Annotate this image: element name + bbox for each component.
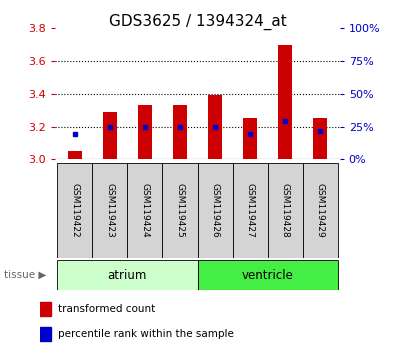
Text: GSM119424: GSM119424 <box>140 183 149 238</box>
Bar <box>40 302 51 316</box>
Text: GSM119423: GSM119423 <box>105 183 114 238</box>
Bar <box>92 163 127 258</box>
Text: GDS3625 / 1394324_at: GDS3625 / 1394324_at <box>109 14 286 30</box>
Text: percentile rank within the sample: percentile rank within the sample <box>58 329 234 339</box>
Bar <box>278 45 292 159</box>
Bar <box>68 151 82 159</box>
Text: GSM119429: GSM119429 <box>316 183 325 238</box>
Bar <box>40 327 51 341</box>
Bar <box>233 163 268 258</box>
Text: transformed count: transformed count <box>58 304 155 314</box>
Text: GSM119426: GSM119426 <box>211 183 220 238</box>
Bar <box>103 112 117 159</box>
Bar <box>138 105 152 159</box>
Text: GSM119427: GSM119427 <box>246 183 255 238</box>
Bar <box>198 163 233 258</box>
Text: GSM119428: GSM119428 <box>281 183 290 238</box>
Bar <box>57 163 92 258</box>
Bar <box>127 163 162 258</box>
Text: tissue ▶: tissue ▶ <box>4 270 46 280</box>
Bar <box>57 260 198 290</box>
Text: GSM119422: GSM119422 <box>70 183 79 238</box>
Bar <box>303 163 338 258</box>
Bar <box>208 96 222 159</box>
Bar <box>198 260 338 290</box>
Text: GSM119425: GSM119425 <box>175 183 184 238</box>
Text: ventricle: ventricle <box>242 269 293 282</box>
Bar <box>173 105 187 159</box>
Bar <box>243 118 257 159</box>
Bar <box>313 118 327 159</box>
Bar <box>268 163 303 258</box>
Bar <box>162 163 198 258</box>
Text: atrium: atrium <box>107 269 147 282</box>
